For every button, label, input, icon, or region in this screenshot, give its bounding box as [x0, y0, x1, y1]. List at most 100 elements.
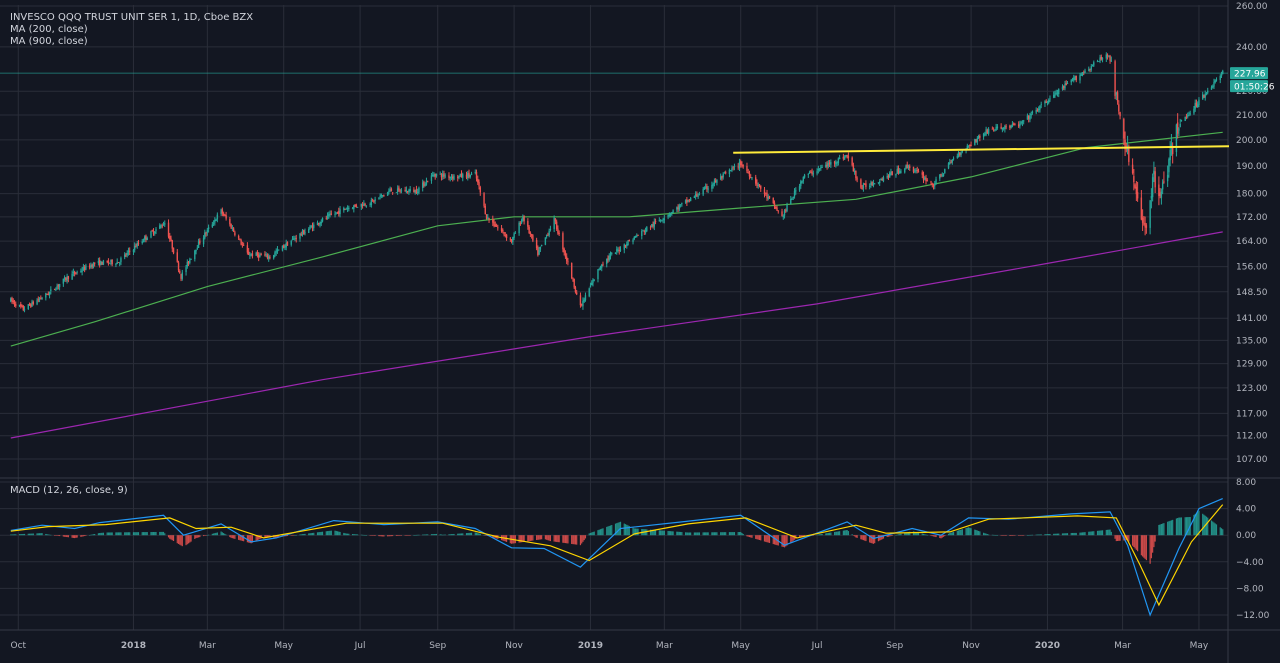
- candle-body[interactable]: [413, 189, 415, 193]
- candle-body[interactable]: [370, 200, 373, 206]
- candle-body[interactable]: [729, 170, 732, 171]
- candle-body[interactable]: [1124, 139, 1126, 150]
- candle-body[interactable]: [93, 262, 96, 264]
- candle-body[interactable]: [808, 172, 811, 174]
- candles[interactable]: [10, 52, 1224, 313]
- candle-body[interactable]: [1096, 61, 1099, 63]
- candle-body[interactable]: [886, 176, 888, 178]
- candle-body[interactable]: [671, 211, 673, 214]
- candle-body[interactable]: [878, 181, 881, 184]
- candle-body[interactable]: [767, 196, 769, 199]
- candle-body[interactable]: [475, 171, 478, 179]
- candle-body[interactable]: [444, 175, 446, 177]
- candle-body[interactable]: [1151, 177, 1154, 198]
- candle-body[interactable]: [177, 262, 180, 271]
- candle-body[interactable]: [821, 167, 823, 168]
- candle-body[interactable]: [966, 145, 969, 149]
- candle-body[interactable]: [513, 233, 515, 238]
- candle-body[interactable]: [651, 224, 653, 228]
- candle-body[interactable]: [1070, 80, 1072, 83]
- candle-body[interactable]: [802, 177, 805, 182]
- candle-body[interactable]: [162, 225, 165, 226]
- candle-body[interactable]: [211, 224, 214, 227]
- candle-body[interactable]: [798, 186, 801, 191]
- candle-body[interactable]: [696, 194, 698, 196]
- candle-body[interactable]: [750, 177, 752, 179]
- candle-body[interactable]: [474, 172, 476, 173]
- candle-body[interactable]: [969, 144, 971, 146]
- candle-body[interactable]: [974, 139, 976, 145]
- candle-body[interactable]: [563, 248, 565, 253]
- candle-body[interactable]: [947, 163, 950, 169]
- candle-body[interactable]: [838, 157, 841, 160]
- candle-body[interactable]: [1100, 56, 1102, 60]
- candle-body[interactable]: [98, 260, 101, 266]
- candle-body[interactable]: [549, 229, 552, 230]
- candle-body[interactable]: [1017, 124, 1020, 127]
- candle-body[interactable]: [760, 185, 762, 189]
- candle-body[interactable]: [117, 262, 120, 263]
- candle-body[interactable]: [807, 174, 810, 175]
- candle-body[interactable]: [1198, 99, 1200, 106]
- candle-body[interactable]: [881, 178, 883, 181]
- candle-body[interactable]: [755, 177, 757, 184]
- candle-body[interactable]: [956, 156, 959, 158]
- candle-body[interactable]: [1179, 123, 1181, 128]
- candle-body[interactable]: [853, 170, 856, 173]
- candle-body[interactable]: [115, 264, 117, 265]
- candle-body[interactable]: [266, 254, 269, 258]
- candle-body[interactable]: [1089, 68, 1091, 70]
- candle-body[interactable]: [565, 256, 568, 261]
- candle-body[interactable]: [810, 171, 812, 173]
- candle-body[interactable]: [1029, 116, 1031, 120]
- candle-body[interactable]: [488, 217, 490, 220]
- candle-body[interactable]: [1071, 80, 1074, 81]
- candle-body[interactable]: [1053, 94, 1055, 98]
- candle-body[interactable]: [398, 187, 400, 190]
- candle-body[interactable]: [246, 245, 249, 253]
- candle-body[interactable]: [221, 209, 224, 214]
- candle-body[interactable]: [159, 225, 161, 229]
- candle-body[interactable]: [626, 244, 628, 247]
- candle-body[interactable]: [1002, 128, 1005, 129]
- candle-body[interactable]: [681, 203, 683, 204]
- candle-body[interactable]: [1128, 148, 1130, 162]
- candle-body[interactable]: [1058, 89, 1060, 95]
- candle-body[interactable]: [20, 304, 22, 307]
- candle-body[interactable]: [537, 247, 539, 256]
- candle-body[interactable]: [1098, 61, 1100, 62]
- candle-body[interactable]: [852, 165, 855, 172]
- candle-body[interactable]: [827, 162, 830, 167]
- candle-body[interactable]: [520, 219, 523, 224]
- candle-body[interactable]: [134, 245, 136, 250]
- candle-body[interactable]: [146, 237, 148, 241]
- candle-body[interactable]: [952, 158, 955, 160]
- candle-body[interactable]: [731, 168, 733, 171]
- candle-body[interactable]: [102, 260, 105, 265]
- candle-body[interactable]: [940, 173, 942, 176]
- candle-body[interactable]: [207, 227, 210, 230]
- candle-body[interactable]: [36, 300, 38, 305]
- candle-body[interactable]: [127, 250, 130, 253]
- candle-body[interactable]: [459, 173, 461, 177]
- candle-body[interactable]: [1202, 94, 1204, 100]
- candle-body[interactable]: [154, 232, 156, 234]
- candle-body[interactable]: [120, 258, 122, 263]
- candle-body[interactable]: [395, 192, 398, 194]
- candle-body[interactable]: [379, 196, 381, 197]
- candle-body[interactable]: [523, 216, 525, 222]
- candle-body[interactable]: [15, 303, 17, 307]
- candle-body[interactable]: [1064, 84, 1066, 89]
- candle-body[interactable]: [469, 174, 471, 177]
- candle-body[interactable]: [889, 172, 891, 178]
- candle-body[interactable]: [654, 221, 657, 222]
- candle-body[interactable]: [100, 260, 102, 265]
- candle-body[interactable]: [960, 152, 962, 155]
- candle-body[interactable]: [663, 218, 666, 221]
- candle-body[interactable]: [164, 223, 166, 225]
- candle-body[interactable]: [906, 164, 908, 168]
- candle-body[interactable]: [899, 170, 901, 174]
- candle-body[interactable]: [478, 181, 480, 187]
- candle-body[interactable]: [1035, 109, 1037, 113]
- candle-body[interactable]: [636, 235, 638, 237]
